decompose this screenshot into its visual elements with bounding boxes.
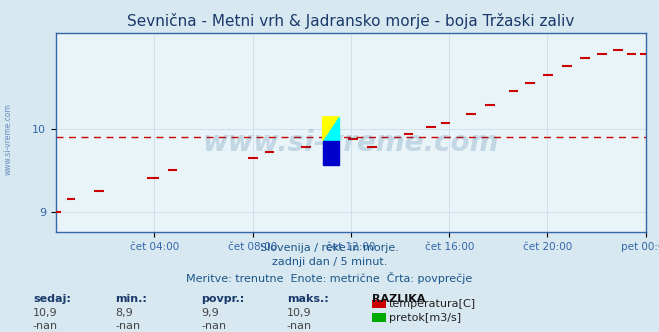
Text: Meritve: trenutne  Enote: metrične  Črta: povprečje: Meritve: trenutne Enote: metrične Črta: …: [186, 272, 473, 284]
Text: www.si-vreme.com: www.si-vreme.com: [203, 129, 499, 157]
Text: RAZLIKA: RAZLIKA: [372, 294, 426, 304]
Text: pretok[m3/s]: pretok[m3/s]: [389, 313, 461, 323]
Text: -nan: -nan: [33, 321, 58, 331]
Text: 8,9: 8,9: [115, 308, 133, 318]
Text: 10,9: 10,9: [287, 308, 311, 318]
Text: sedaj:: sedaj:: [33, 294, 71, 304]
Text: 10,9: 10,9: [33, 308, 57, 318]
Text: temperatura[C]: temperatura[C]: [389, 299, 476, 309]
Text: -nan: -nan: [287, 321, 312, 331]
Text: zadnji dan / 5 minut.: zadnji dan / 5 minut.: [272, 257, 387, 267]
Text: maks.:: maks.:: [287, 294, 328, 304]
Text: -nan: -nan: [201, 321, 226, 331]
Bar: [323, 141, 339, 165]
Title: Sevnična - Metni vrh & Jadransko morje - boja Tržaski zaliv: Sevnična - Metni vrh & Jadransko morje -…: [127, 13, 575, 29]
Text: min.:: min.:: [115, 294, 147, 304]
Text: 9,9: 9,9: [201, 308, 219, 318]
Text: www.si-vreme.com: www.si-vreme.com: [3, 104, 13, 175]
Text: -nan: -nan: [115, 321, 140, 331]
Text: Slovenija / reke in morje.: Slovenija / reke in morje.: [260, 243, 399, 253]
Polygon shape: [323, 117, 339, 141]
Text: povpr.:: povpr.:: [201, 294, 244, 304]
Polygon shape: [323, 117, 339, 141]
